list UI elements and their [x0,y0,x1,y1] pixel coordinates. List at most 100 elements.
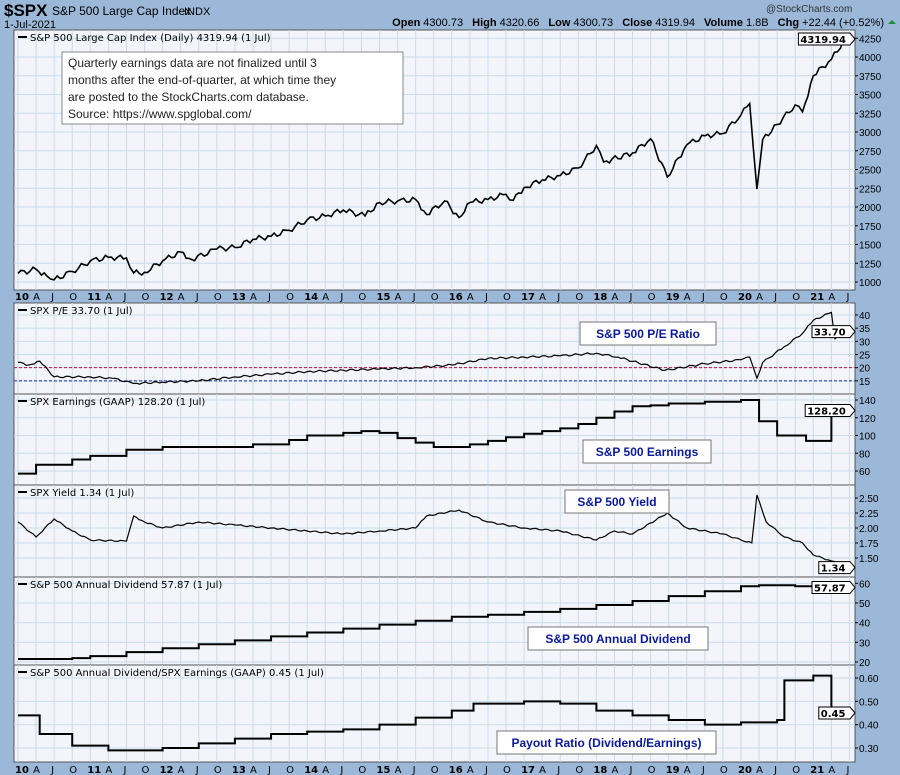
y-tick-label: 15 [859,377,871,388]
last-value-marker [811,581,856,595]
open-value: 4300.73 [423,17,463,29]
y-tick-label: 1250 [859,259,882,270]
y-tick-label: 1500 [859,241,882,252]
high-value: 4320.66 [500,17,540,29]
y-tick-label: 1.75 [859,539,879,550]
x-tick-label: O [142,292,150,303]
x-tick-label: O [286,292,294,303]
x-tick-label: 12 [160,292,174,303]
legend-label: Payout Ratio (Dividend/Earnings) [511,736,701,750]
x-tick-label: A [539,765,546,775]
x-tick-label: O [792,765,800,775]
y-tick-label: 2750 [859,147,882,158]
x-tick-label: 20 [738,765,752,775]
close-value: 4319.94 [655,17,695,29]
x-tick-label: J [195,765,199,775]
x-tick-label: O [720,765,728,775]
y-tick-label: 2500 [859,166,882,177]
legend-box [579,321,717,346]
x-tick-label: 15 [377,292,391,303]
x-tick-label: J [556,292,560,303]
last-value-label: 0.45 [821,709,846,720]
x-tick-label: 20 [738,292,752,303]
panel-title: S&P 500 Annual Dividend 57.87 (1 Jul) [30,580,222,591]
legend-label: S&P 500 P/E Ratio [596,327,700,341]
series-line-price [17,32,850,281]
x-tick-label: 13 [232,292,246,303]
x-tick-label: O [214,292,222,303]
chg-label: Chg [778,17,799,29]
x-tick-label: J [122,765,126,775]
last-value-marker [804,403,856,417]
watermark: @StockCharts.com [766,4,852,15]
x-tick-label: A [105,765,112,775]
last-value-label: 4319.94 [800,35,846,46]
y-tick-label: 40 [859,619,871,630]
note-line: Source: https://www.spglobal.com/ [68,107,252,121]
x-tick-label: J [195,292,199,303]
volume-value: 1.8B [746,17,769,29]
x-tick-label: O [142,765,150,775]
up-arrow-icon [888,20,896,24]
x-tick-label: A [684,765,691,775]
last-value-label: 128.20 [807,406,846,417]
x-tick-label: J [339,765,343,775]
legend-label: S&P 500 Yield [577,495,656,509]
legend-swatch [18,583,27,585]
panel-title: S&P 500 Annual Dividend/SPX Earnings (GA… [30,668,324,679]
legend-box [527,626,709,651]
legend-swatch [18,36,27,38]
x-tick-label: J [629,765,633,775]
x-tick-label: A [611,292,618,303]
x-tick-label: 19 [666,292,680,303]
y-tick-label: 4250 [859,34,882,45]
y-tick-label: 0.60 [859,674,879,685]
legend-swatch [18,400,27,402]
x-tick-label: J [412,292,416,303]
note-box [61,51,404,125]
y-tick-label: 80 [859,449,871,460]
x-tick-label: J [773,765,777,775]
y-tick-label: 4000 [859,53,882,64]
y-tick-label: 0.40 [859,721,879,732]
note-line: months after the end-of-quarter, at whic… [68,73,336,87]
y-tick-label: 40 [859,311,871,322]
x-tick-label: J [412,765,416,775]
x-tick-label: A [611,765,618,775]
x-tick-label: A [395,292,402,303]
low-value: 4300.73 [573,17,613,29]
quote-line: Open 4300.73 High 4320.66 Low 4300.73 Close… [392,17,884,29]
x-tick-label: 10 [15,292,29,303]
note-line: are posted to the StockCharts.com databa… [68,90,309,104]
x-axis-top: 10 A J O 11 A J O 12 A J O 13 A J O 14 A J O 15 A J O 16 A J O 17 A J O… [15,292,849,303]
x-tick-label: O [358,292,366,303]
volume-label: Volume [704,17,743,29]
legend-swatch [18,309,27,311]
chart-date: 1-Jul-2021 [4,19,56,31]
y-tick-label: 2.50 [859,494,879,505]
x-tick-label: 12 [160,765,174,775]
x-tick-label: J [845,292,849,303]
x-tick-label: 21 [810,765,824,775]
note-line: Quarterly earnings data are not finalize… [68,56,317,70]
y-tick-label: 30 [859,638,871,649]
y-tick-label: 2.25 [859,509,879,520]
x-tick-label: J [701,765,705,775]
legend-label: S&P 500 Annual Dividend [545,632,690,646]
close-label: Close [622,17,652,29]
last-value-marker [811,325,856,339]
y-tick-label: 1000 [859,278,882,289]
panel-dividend: 20 30 40 50 60 S&P 500 Annual Dividend 57.87 … [13,576,871,669]
x-tick-label: J [122,292,126,303]
x-tick-label: O [575,765,583,775]
y-tick-label: 1.50 [859,554,879,565]
x-tick-label: A [828,765,835,775]
x-tick-label: A [828,292,835,303]
y-tick-label: 35 [859,324,871,335]
x-tick-label: A [33,765,40,775]
plot-area [13,664,856,763]
x-tick-label: 16 [449,292,463,303]
x-tick-label: O [286,765,294,775]
x-tick-label: O [431,765,439,775]
